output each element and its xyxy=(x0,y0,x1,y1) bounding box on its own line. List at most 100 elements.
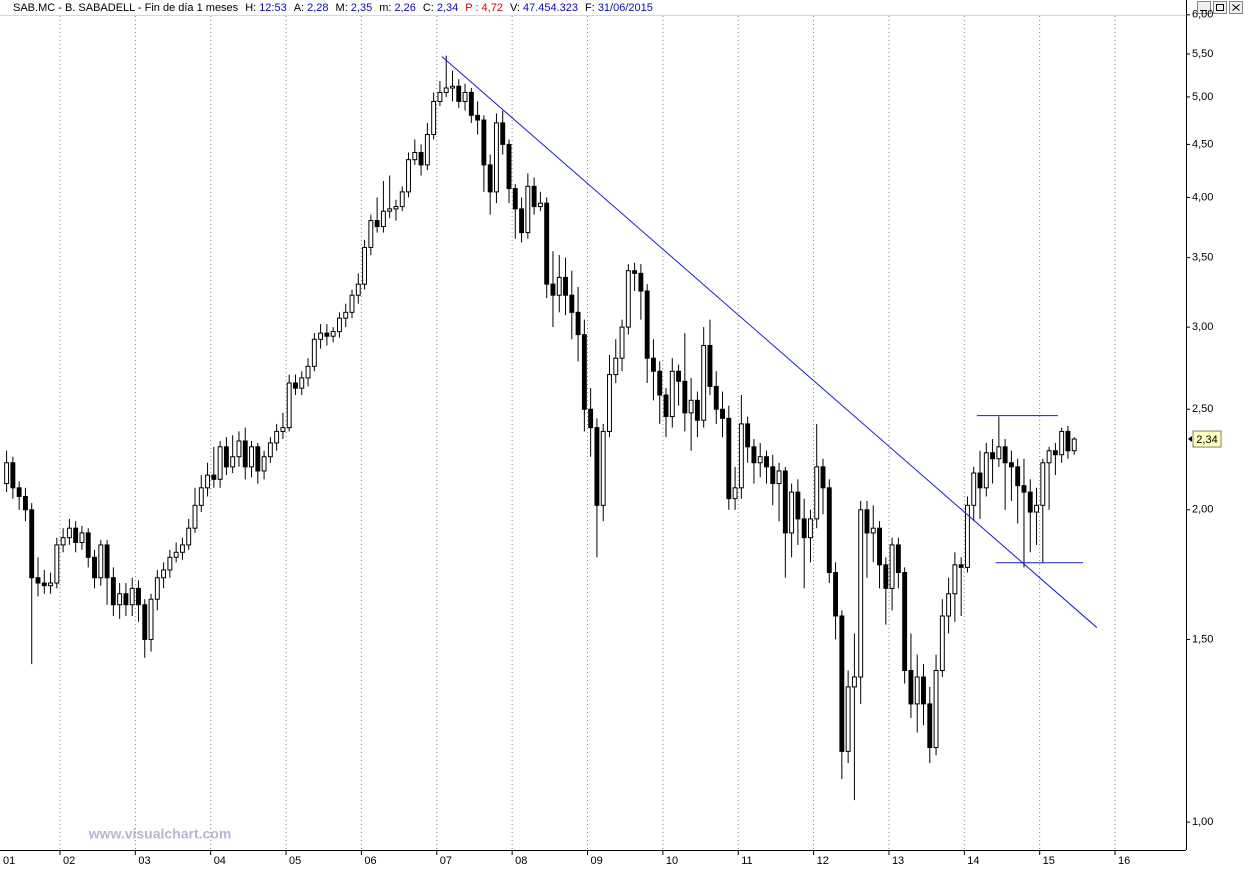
symbol-title: SAB.MC - B. SABADELL - Fin de día 1 mese… xyxy=(13,2,239,14)
x-tick-label: 15 xyxy=(1043,855,1055,867)
price-tag-box xyxy=(1192,430,1222,448)
candle-body xyxy=(500,122,506,145)
candle-body xyxy=(914,676,920,705)
candle-body xyxy=(305,365,311,379)
y-tick-label: 5,00 xyxy=(1192,91,1213,103)
candle-body xyxy=(657,370,663,396)
y-tick-label: 1,50 xyxy=(1192,633,1213,645)
candle-body xyxy=(613,357,619,376)
y-tick-label: 1,00 xyxy=(1192,816,1213,828)
candle-body xyxy=(770,466,776,485)
y-tick-label: 2,00 xyxy=(1192,504,1213,516)
candle-body xyxy=(669,370,675,418)
candle-body xyxy=(418,151,424,166)
candle-body xyxy=(355,283,361,296)
candle-body xyxy=(261,456,267,472)
close-icon xyxy=(1232,4,1240,11)
quote-label: A: xyxy=(293,2,305,14)
candle-body xyxy=(104,544,110,579)
candle-body xyxy=(550,283,556,296)
candle-body xyxy=(374,220,380,228)
candle-body xyxy=(839,615,845,752)
candle-body xyxy=(889,544,895,589)
maximize-button[interactable] xyxy=(1213,1,1227,14)
candle-body xyxy=(66,527,72,539)
candle-body xyxy=(694,399,700,421)
candle-body xyxy=(1002,446,1008,464)
trend-line xyxy=(441,56,1098,628)
candle-body xyxy=(48,582,54,587)
candle-body xyxy=(129,587,135,606)
candle-body xyxy=(35,577,41,584)
candle-body xyxy=(475,114,481,121)
x-tick-label: 04 xyxy=(214,855,226,867)
window-buttons xyxy=(1197,1,1243,14)
candle-body xyxy=(123,593,129,606)
candle-body xyxy=(519,208,525,234)
quote-label: P : xyxy=(465,2,479,14)
candle-body xyxy=(776,470,782,485)
candle-body xyxy=(41,582,47,587)
candle-body xyxy=(387,208,393,212)
candle-body xyxy=(745,423,751,448)
quote-value: 31/06/2015 xyxy=(597,2,653,14)
candle-body xyxy=(230,456,236,468)
candle-body xyxy=(286,382,292,429)
candle-body xyxy=(512,188,518,210)
candle-body xyxy=(965,504,970,568)
quote-label: V: xyxy=(509,2,520,14)
x-tick-label: 11 xyxy=(741,855,752,867)
candle-body xyxy=(493,122,499,193)
candle-body xyxy=(808,518,813,539)
candle-body xyxy=(1034,504,1039,513)
candle-body xyxy=(22,495,28,511)
candle-body xyxy=(324,332,330,337)
candle-body xyxy=(544,202,550,285)
candle-body xyxy=(895,544,901,574)
candle-body xyxy=(531,185,537,208)
candle-body xyxy=(167,556,173,571)
candle-body xyxy=(638,272,644,292)
candle-body xyxy=(192,504,198,529)
candle-body xyxy=(318,332,324,340)
candle-body xyxy=(173,551,179,558)
candle-body xyxy=(625,270,631,328)
candle-body xyxy=(575,311,581,336)
x-tick-label: 03 xyxy=(138,855,150,867)
candle-body xyxy=(136,587,141,606)
maximize-icon xyxy=(1216,4,1224,11)
candle-body xyxy=(142,604,148,640)
candle-body xyxy=(211,474,217,480)
x-tick-label: 02 xyxy=(63,855,75,867)
candle-body xyxy=(380,210,386,228)
candle-body xyxy=(293,382,298,389)
x-tick-label: 14 xyxy=(967,855,979,867)
candle-body xyxy=(267,442,273,458)
candle-body xyxy=(456,85,462,102)
y-tick-label: 6,00 xyxy=(1192,9,1213,21)
x-tick-label: 07 xyxy=(440,855,452,867)
candle-body xyxy=(148,598,154,640)
candle-body xyxy=(85,532,91,558)
candle-body xyxy=(1015,466,1021,487)
candle-body xyxy=(581,334,587,410)
x-tick-label: 08 xyxy=(515,855,527,867)
candle-body xyxy=(939,615,945,672)
candle-body xyxy=(864,509,870,534)
candle-body xyxy=(826,487,832,574)
candle-body xyxy=(795,491,801,520)
candle-body xyxy=(255,446,261,472)
candle-body xyxy=(73,527,79,543)
y-tick-label: 4,00 xyxy=(1192,191,1213,203)
candle-body xyxy=(738,423,744,489)
candle-body xyxy=(60,537,66,546)
candle-body xyxy=(600,430,606,506)
candle-body xyxy=(92,556,97,579)
candle-body xyxy=(858,509,864,678)
candle-body xyxy=(556,276,562,296)
candle-body xyxy=(814,466,820,520)
candle-body xyxy=(117,593,123,606)
candle-body xyxy=(1027,491,1033,513)
